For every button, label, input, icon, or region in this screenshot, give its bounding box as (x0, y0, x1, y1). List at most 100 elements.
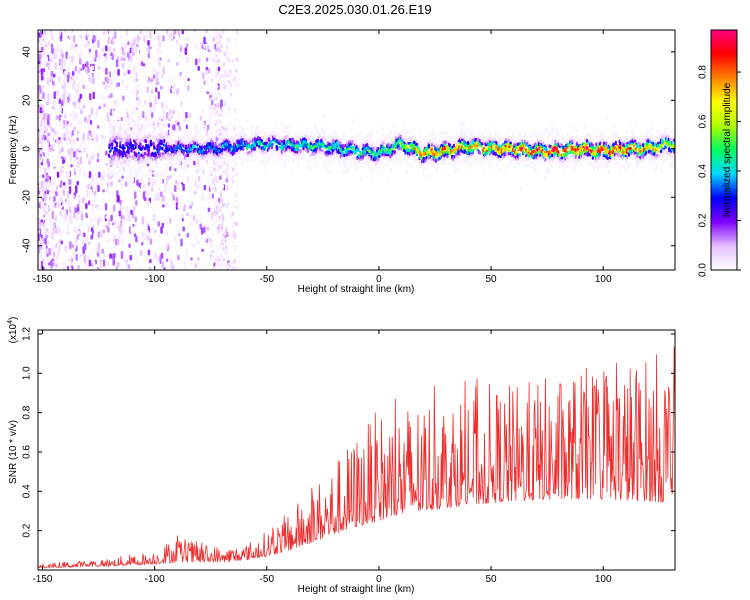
spectrogram-cell (51, 185, 54, 190)
spectrogram-cell (79, 34, 83, 39)
spectrogram-cell (75, 253, 78, 261)
spectrogram-cell (222, 36, 225, 41)
spectrogram-cell (175, 163, 178, 169)
spectrogram-cell (232, 161, 235, 165)
spectrogram-cell (257, 133, 261, 136)
spectrogram-cell (115, 173, 119, 177)
spectrogram-cell (98, 54, 101, 60)
spectrogram-cell (135, 153, 138, 158)
spectrogram-cell (229, 110, 233, 115)
spectrogram-cell (169, 32, 172, 38)
spectrogram-cell (215, 30, 218, 35)
spectrogram-cell (97, 162, 101, 168)
spectrogram-cell (170, 114, 174, 119)
spectrogram-cell (210, 77, 214, 82)
spectrogram-cell (161, 44, 165, 53)
spectrogram-cell (87, 115, 90, 124)
spectrogram-cell (235, 57, 239, 62)
spectrogram-cell (95, 246, 98, 252)
spectrogram-cell (203, 36, 206, 45)
spectrogram-cell (227, 123, 230, 128)
spectrogram-cell (54, 227, 58, 234)
spectrogram-cell (205, 66, 209, 71)
spectrogram-cell (386, 175, 389, 179)
spectrogram-cell (56, 133, 59, 138)
spectrogram-cell (223, 70, 227, 75)
spectrogram-cell (406, 159, 410, 164)
spectrogram-cell (178, 124, 181, 132)
spectrogram-cell (68, 206, 72, 214)
spectrogram-cell (78, 72, 82, 77)
spectrogram-cell (403, 132, 406, 137)
spectrogram-cell (419, 129, 422, 133)
spectrogram-cell (166, 243, 169, 248)
spectrogram-cell (89, 124, 92, 131)
spectrogram-cell (45, 56, 48, 62)
spectrogram-cell (60, 116, 63, 123)
spectrogram-cell (160, 237, 163, 242)
spectrogram-cell (174, 191, 177, 197)
spectrogram-cell (197, 240, 200, 245)
spectrogram-cell (40, 191, 43, 197)
spectrogram-cell (143, 99, 147, 105)
spectrogram-cell (209, 238, 213, 243)
spectrogram-cell (91, 206, 95, 210)
spectrogram-cell (40, 219, 43, 223)
spectrogram-cell (112, 258, 116, 266)
spectrogram-cell (56, 171, 60, 178)
spectrogram-cell (87, 200, 91, 206)
spectrogram-cell (46, 200, 50, 204)
spectrogram-cell (46, 43, 50, 48)
spectrogram-cell (126, 99, 129, 103)
spectrogram-cell (263, 162, 266, 166)
spectrogram-cell (177, 115, 180, 119)
spectrogram-cell (350, 127, 353, 131)
spectrogram-cell (206, 50, 209, 57)
spectrogram-cell (187, 121, 191, 130)
spectrogram-cell (322, 114, 326, 119)
spectrogram-cell (40, 210, 43, 216)
spectrogram-cell (78, 79, 81, 87)
spectrogram-cell (208, 119, 211, 126)
spectrogram-cell (128, 134, 131, 138)
spectrogram-cell (95, 108, 99, 117)
spectrogram-cell (160, 179, 163, 184)
spectrogram-cell (104, 202, 108, 211)
spectrogram-cell (156, 41, 159, 46)
spectrogram-cell (156, 111, 159, 120)
spectrogram-cell (179, 183, 182, 191)
spectrogram-cell (158, 73, 162, 79)
spectrogram-cell (107, 226, 110, 233)
spectrogram-cell (169, 156, 172, 160)
spectrogram-cell (93, 217, 96, 222)
spectrogram-cell (163, 99, 167, 105)
spectrogram-cell (133, 205, 136, 212)
spectrogram-cell (70, 202, 74, 209)
spectrogram-cell (215, 243, 218, 248)
spectrogram-cell (172, 237, 176, 243)
spectrogram-cell (215, 249, 218, 254)
spectrogram-cell (75, 53, 79, 61)
spectrogram-cell (130, 225, 134, 234)
spectrogram-cell (387, 161, 390, 166)
spectrogram-cell (109, 253, 112, 259)
spectrogram-cell (123, 193, 126, 198)
spectrogram-cell (112, 233, 115, 240)
spectrogram-cell (197, 65, 200, 71)
spectrogram-cell (152, 257, 155, 265)
spectrogram-cell (49, 151, 53, 155)
spectrogram-cell (170, 104, 174, 109)
spectrogram-cell (127, 95, 130, 101)
spectrogram-cell (266, 130, 269, 134)
spectrogram-cell (59, 210, 62, 216)
spectrogram-cell (193, 160, 196, 166)
spectrogram-cell (152, 213, 156, 221)
spectrogram-cell (203, 227, 206, 234)
spectrogram-cell (173, 223, 177, 232)
spectrogram-cell (165, 203, 168, 207)
spectrogram-cell (140, 179, 143, 183)
spectrogram-cell (381, 133, 384, 137)
spectrogram-cell (164, 261, 168, 268)
spectrogram-cell (163, 184, 166, 191)
spectrogram-cell (191, 118, 195, 124)
